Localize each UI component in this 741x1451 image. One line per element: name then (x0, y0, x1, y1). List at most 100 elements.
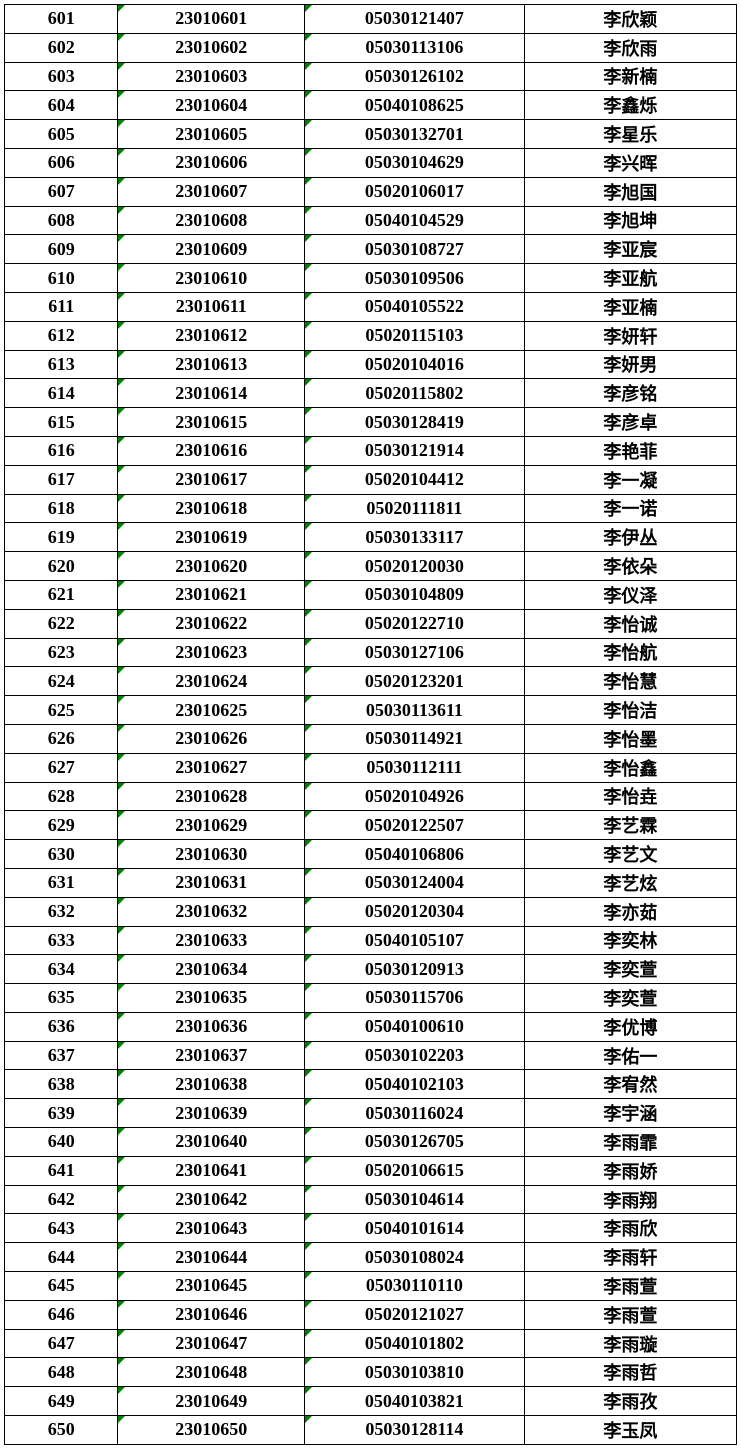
seq-cell: 615 (5, 408, 118, 437)
id-cell: 23010604 (118, 91, 305, 120)
code-cell: 05030128114 (305, 1416, 525, 1445)
table-body: 6012301060105030121407李欣颖602230106020503… (5, 5, 737, 1445)
id-cell: 23010614 (118, 379, 305, 408)
seq-cell: 650 (5, 1416, 118, 1445)
seq-cell: 647 (5, 1329, 118, 1358)
seq-cell: 631 (5, 868, 118, 897)
name-cell: 李亚航 (524, 264, 736, 293)
code-cell: 05030110110 (305, 1272, 525, 1301)
id-cell: 23010629 (118, 811, 305, 840)
seq-cell: 638 (5, 1070, 118, 1099)
table-row: 6072301060705020106017李旭国 (5, 177, 737, 206)
seq-cell: 644 (5, 1243, 118, 1272)
seq-cell: 640 (5, 1128, 118, 1157)
table-row: 6042301060405040108625李鑫烁 (5, 91, 737, 120)
seq-cell: 623 (5, 638, 118, 667)
seq-cell: 627 (5, 753, 118, 782)
id-cell: 23010631 (118, 868, 305, 897)
code-cell: 05020104926 (305, 782, 525, 811)
name-cell: 李妍男 (524, 350, 736, 379)
id-cell: 23010638 (118, 1070, 305, 1099)
id-cell: 23010613 (118, 350, 305, 379)
code-cell: 05030115706 (305, 984, 525, 1013)
seq-cell: 646 (5, 1300, 118, 1329)
name-cell: 李依朵 (524, 552, 736, 581)
seq-cell: 603 (5, 62, 118, 91)
code-cell: 05040105522 (305, 292, 525, 321)
table-row: 6382301063805040102103李宥然 (5, 1070, 737, 1099)
name-cell: 李星乐 (524, 120, 736, 149)
code-cell: 05040101614 (305, 1214, 525, 1243)
name-cell: 李雨璇 (524, 1329, 736, 1358)
seq-cell: 637 (5, 1041, 118, 1070)
id-cell: 23010643 (118, 1214, 305, 1243)
name-cell: 李旭国 (524, 177, 736, 206)
seq-cell: 648 (5, 1358, 118, 1387)
code-cell: 05030127106 (305, 638, 525, 667)
name-cell: 李一凝 (524, 465, 736, 494)
id-cell: 23010639 (118, 1099, 305, 1128)
table-row: 6302301063005040106806李艺文 (5, 840, 737, 869)
seq-cell: 621 (5, 580, 118, 609)
table-row: 6192301061905030133117李伊丛 (5, 523, 737, 552)
table-row: 6242301062405020123201李怡慧 (5, 667, 737, 696)
name-cell: 李伊丛 (524, 523, 736, 552)
name-cell: 李雨霏 (524, 1128, 736, 1157)
seq-cell: 635 (5, 984, 118, 1013)
seq-cell: 630 (5, 840, 118, 869)
table-row: 6322301063205020120304李亦茹 (5, 897, 737, 926)
seq-cell: 613 (5, 350, 118, 379)
id-cell: 23010650 (118, 1416, 305, 1445)
name-cell: 李怡洁 (524, 696, 736, 725)
table-row: 6052301060505030132701李星乐 (5, 120, 737, 149)
table-row: 6442301064405030108024李雨轩 (5, 1243, 737, 1272)
table-row: 6432301064305040101614李雨欣 (5, 1214, 737, 1243)
table-row: 6452301064505030110110李雨萱 (5, 1272, 737, 1301)
name-cell: 李奕萱 (524, 955, 736, 984)
name-cell: 李宇涵 (524, 1099, 736, 1128)
table-row: 6262301062605030114921李怡墨 (5, 724, 737, 753)
code-cell: 05040106806 (305, 840, 525, 869)
id-cell: 23010603 (118, 62, 305, 91)
code-cell: 05020104412 (305, 465, 525, 494)
seq-cell: 649 (5, 1387, 118, 1416)
table-row: 6122301061205020115103李妍轩 (5, 321, 737, 350)
seq-cell: 642 (5, 1185, 118, 1214)
data-table: 6012301060105030121407李欣颖602230106020503… (4, 4, 737, 1445)
seq-cell: 628 (5, 782, 118, 811)
code-cell: 05020122507 (305, 811, 525, 840)
id-cell: 23010602 (118, 33, 305, 62)
table-row: 6172301061705020104412李一凝 (5, 465, 737, 494)
table-row: 6232301062305030127106李怡航 (5, 638, 737, 667)
table-row: 6282301062805020104926李怡垚 (5, 782, 737, 811)
table-row: 6342301063405030120913李奕萱 (5, 955, 737, 984)
id-cell: 23010610 (118, 264, 305, 293)
code-cell: 05020121027 (305, 1300, 525, 1329)
name-cell: 李奕林 (524, 926, 736, 955)
seq-cell: 605 (5, 120, 118, 149)
table-row: 6402301064005030126705李雨霏 (5, 1128, 737, 1157)
code-cell: 05040101802 (305, 1329, 525, 1358)
id-cell: 23010623 (118, 638, 305, 667)
name-cell: 李妍轩 (524, 321, 736, 350)
name-cell: 李雨萱 (524, 1272, 736, 1301)
code-cell: 05030121914 (305, 436, 525, 465)
seq-cell: 602 (5, 33, 118, 62)
id-cell: 23010630 (118, 840, 305, 869)
table-row: 6312301063105030124004李艺炫 (5, 868, 737, 897)
table-row: 6132301061305020104016李妍男 (5, 350, 737, 379)
code-cell: 05030104629 (305, 148, 525, 177)
table-row: 6202301062005020120030李依朵 (5, 552, 737, 581)
name-cell: 李雨哲 (524, 1358, 736, 1387)
id-cell: 23010634 (118, 955, 305, 984)
seq-cell: 601 (5, 5, 118, 34)
id-cell: 23010648 (118, 1358, 305, 1387)
table-row: 6222301062205020122710李怡诚 (5, 609, 737, 638)
seq-cell: 607 (5, 177, 118, 206)
id-cell: 23010607 (118, 177, 305, 206)
code-cell: 05040108625 (305, 91, 525, 120)
code-cell: 05030120913 (305, 955, 525, 984)
id-cell: 23010635 (118, 984, 305, 1013)
code-cell: 05030116024 (305, 1099, 525, 1128)
seq-cell: 610 (5, 264, 118, 293)
